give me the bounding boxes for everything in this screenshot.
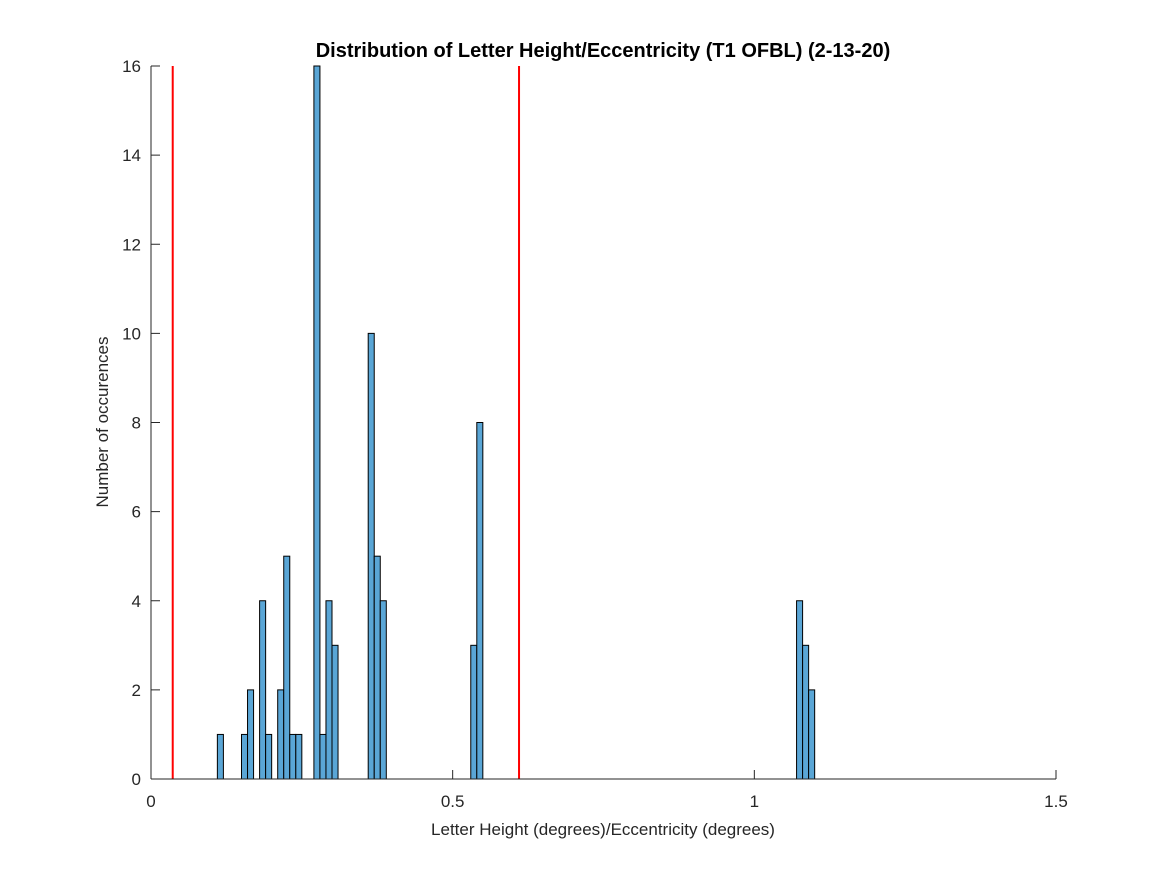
y-tick-label: 10 — [122, 324, 141, 343]
histogram-bar — [796, 600, 804, 780]
histogram-bar — [247, 689, 255, 780]
x-tick-label: 1 — [750, 792, 759, 811]
y-tick-label: 8 — [132, 414, 141, 433]
x-tick-label: 0.5 — [441, 792, 465, 811]
y-tick-label: 14 — [122, 146, 141, 165]
histogram-bar — [476, 422, 484, 780]
y-tick-label: 12 — [122, 235, 141, 254]
y-tick-label: 0 — [132, 770, 141, 789]
histogram-bar — [313, 65, 321, 780]
histogram-bar — [216, 733, 224, 780]
histogram-bar — [331, 644, 339, 780]
histogram-bar — [470, 644, 478, 780]
y-axis-label: Number of occurences — [93, 336, 112, 507]
histogram-bar — [373, 555, 381, 780]
histogram-bar — [283, 555, 291, 780]
histogram-bar — [319, 733, 327, 780]
histogram-bar — [802, 644, 810, 780]
histogram-bar — [808, 689, 816, 780]
y-tick-label: 2 — [132, 681, 141, 700]
chart-title: Distribution of Letter Height/Eccentrici… — [316, 40, 891, 62]
histogram-bar — [325, 600, 333, 780]
x-tick-label: 0 — [146, 792, 155, 811]
x-axis-label: Letter Height (degrees)/Eccentricity (de… — [431, 820, 775, 839]
histogram-bar — [259, 600, 267, 780]
histogram-bar — [295, 733, 303, 780]
histogram-bar — [277, 689, 285, 780]
plot-area: 0 0.5 1 1.5 0 2 4 6 8 10 12 14 16 — [122, 57, 1068, 811]
y-tick-label: 6 — [132, 503, 141, 522]
histogram-bar — [265, 733, 273, 780]
histogram-bar — [241, 733, 249, 780]
y-tick-label: 4 — [132, 592, 141, 611]
x-tick-label: 1.5 — [1044, 792, 1068, 811]
histogram-bar — [289, 733, 297, 780]
y-tick-label: 16 — [122, 57, 141, 76]
histogram-bar — [367, 332, 375, 780]
histogram-bar — [379, 600, 387, 780]
